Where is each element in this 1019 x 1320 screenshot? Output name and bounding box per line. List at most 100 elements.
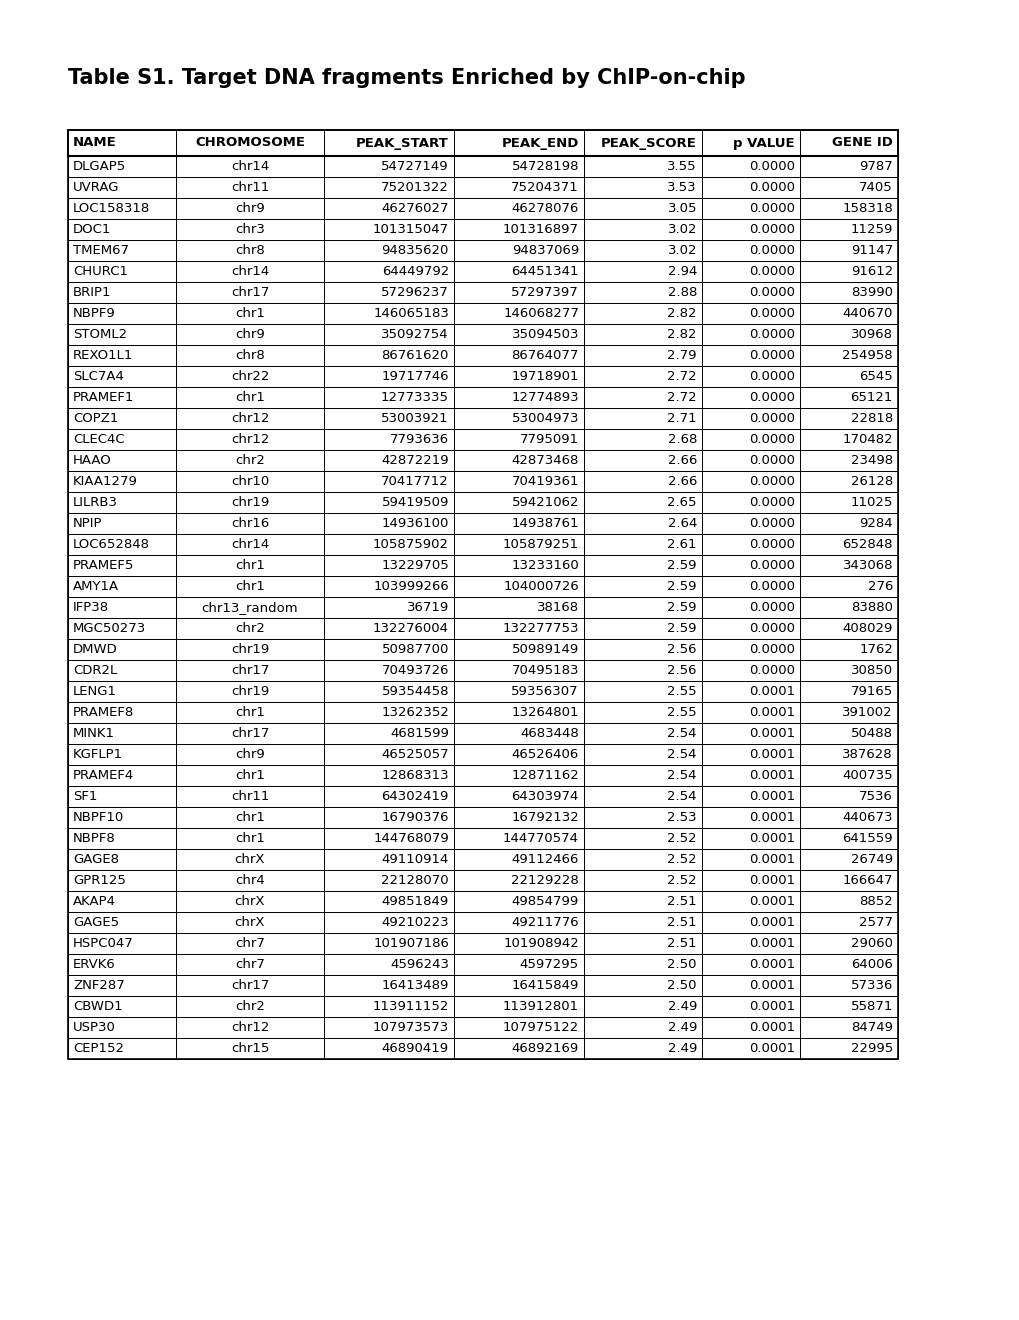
- Text: CHURC1: CHURC1: [73, 265, 127, 279]
- Text: 83990: 83990: [850, 286, 892, 300]
- Text: 2.54: 2.54: [666, 727, 696, 741]
- Text: 0.0000: 0.0000: [748, 370, 794, 383]
- Text: 59421062: 59421062: [511, 496, 579, 510]
- Text: chr1: chr1: [234, 706, 265, 719]
- Text: 49211776: 49211776: [511, 916, 579, 929]
- Text: 84749: 84749: [850, 1020, 892, 1034]
- Text: 3.02: 3.02: [666, 223, 696, 236]
- Text: 86764077: 86764077: [512, 348, 579, 362]
- Text: 57297397: 57297397: [511, 286, 579, 300]
- Text: 38168: 38168: [536, 601, 579, 614]
- Bar: [68, 912, 897, 933]
- Text: AMY1A: AMY1A: [73, 579, 119, 593]
- Text: 2.61: 2.61: [666, 539, 696, 550]
- Text: MGC50273: MGC50273: [73, 622, 146, 635]
- Text: 0.0000: 0.0000: [748, 412, 794, 425]
- Text: 2.94: 2.94: [667, 265, 696, 279]
- Text: chr19: chr19: [230, 643, 269, 656]
- Text: CHROMOSOME: CHROMOSOME: [195, 136, 305, 149]
- Text: 652848: 652848: [842, 539, 892, 550]
- Text: 0.0001: 0.0001: [748, 810, 794, 824]
- Bar: [68, 1016, 897, 1038]
- Text: 30968: 30968: [850, 327, 892, 341]
- Text: 7795091: 7795091: [520, 433, 579, 446]
- Text: 49110914: 49110914: [381, 853, 448, 866]
- Text: 46276027: 46276027: [381, 202, 448, 215]
- Bar: [68, 785, 897, 807]
- Bar: [68, 997, 897, 1016]
- Text: 35094503: 35094503: [511, 327, 579, 341]
- Bar: [68, 891, 897, 912]
- Text: 132276004: 132276004: [373, 622, 448, 635]
- Text: 64302419: 64302419: [381, 789, 448, 803]
- Text: 83880: 83880: [850, 601, 892, 614]
- Text: 7793636: 7793636: [389, 433, 448, 446]
- Text: 107973573: 107973573: [372, 1020, 448, 1034]
- Text: 70493726: 70493726: [381, 664, 448, 677]
- Text: PRAMEF8: PRAMEF8: [73, 706, 135, 719]
- Text: 57336: 57336: [850, 979, 892, 993]
- Text: chr15: chr15: [230, 1041, 269, 1055]
- Text: 343068: 343068: [842, 558, 892, 572]
- Text: 0.0001: 0.0001: [748, 874, 794, 887]
- Bar: [68, 597, 897, 618]
- Text: KIAA1279: KIAA1279: [73, 475, 138, 488]
- Bar: [68, 744, 897, 766]
- Text: GPR125: GPR125: [73, 874, 125, 887]
- Text: 0.0000: 0.0000: [748, 622, 794, 635]
- Text: 16792132: 16792132: [511, 810, 579, 824]
- Text: 29060: 29060: [850, 937, 892, 950]
- Text: STOML2: STOML2: [73, 327, 127, 341]
- Bar: [68, 639, 897, 660]
- Text: CEP152: CEP152: [73, 1041, 124, 1055]
- Text: 0.0001: 0.0001: [748, 1020, 794, 1034]
- Text: 101316897: 101316897: [502, 223, 579, 236]
- Text: 30850: 30850: [850, 664, 892, 677]
- Text: chr22: chr22: [230, 370, 269, 383]
- Text: SF1: SF1: [73, 789, 97, 803]
- Text: 0.0000: 0.0000: [748, 517, 794, 531]
- Text: 0.0001: 0.0001: [748, 748, 794, 762]
- Text: 22129228: 22129228: [511, 874, 579, 887]
- Text: 2.56: 2.56: [666, 643, 696, 656]
- Text: 144768079: 144768079: [373, 832, 448, 845]
- Bar: [68, 345, 897, 366]
- Text: 2.82: 2.82: [666, 327, 696, 341]
- Bar: [68, 513, 897, 535]
- Text: 70495183: 70495183: [511, 664, 579, 677]
- Text: 2.51: 2.51: [666, 916, 696, 929]
- Text: chr12: chr12: [230, 433, 269, 446]
- Bar: [68, 387, 897, 408]
- Text: 2.51: 2.51: [666, 895, 696, 908]
- Bar: [68, 261, 897, 282]
- Text: chr1: chr1: [234, 558, 265, 572]
- Text: CLEC4C: CLEC4C: [73, 433, 124, 446]
- Text: 13262352: 13262352: [381, 706, 448, 719]
- Text: 49851849: 49851849: [381, 895, 448, 908]
- Text: 641559: 641559: [842, 832, 892, 845]
- Text: IFP38: IFP38: [73, 601, 109, 614]
- Text: ZNF287: ZNF287: [73, 979, 124, 993]
- Text: chr3: chr3: [234, 223, 265, 236]
- Text: 50989149: 50989149: [512, 643, 579, 656]
- Text: 2.64: 2.64: [667, 517, 696, 531]
- Bar: [68, 702, 897, 723]
- Text: chr19: chr19: [230, 496, 269, 510]
- Text: 0.0000: 0.0000: [748, 433, 794, 446]
- Text: 146068277: 146068277: [502, 308, 579, 319]
- Text: 2.55: 2.55: [666, 685, 696, 698]
- Bar: [68, 618, 897, 639]
- Text: chr7: chr7: [234, 958, 265, 972]
- Text: 49112466: 49112466: [512, 853, 579, 866]
- Text: 0.0001: 0.0001: [748, 979, 794, 993]
- Text: 16413489: 16413489: [381, 979, 448, 993]
- Bar: [68, 282, 897, 304]
- Text: 0.0000: 0.0000: [748, 601, 794, 614]
- Text: chr19: chr19: [230, 685, 269, 698]
- Text: 2.66: 2.66: [667, 475, 696, 488]
- Text: 19717746: 19717746: [381, 370, 448, 383]
- Text: 440670: 440670: [842, 308, 892, 319]
- Text: 64006: 64006: [850, 958, 892, 972]
- Bar: [68, 681, 897, 702]
- Text: 49210223: 49210223: [381, 916, 448, 929]
